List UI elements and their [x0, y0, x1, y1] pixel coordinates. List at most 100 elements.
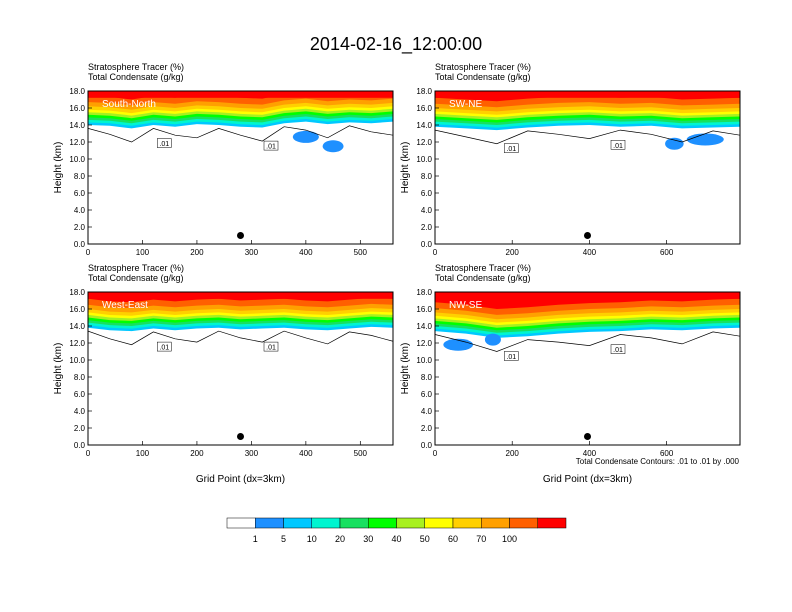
contour-label-box: [610, 140, 626, 150]
colorbar-swatch: [368, 517, 397, 529]
x-tick-label: 300: [245, 449, 259, 458]
contour-label: .01: [159, 141, 169, 148]
contour-label: .01: [506, 354, 516, 361]
y-tick-label: 2.0: [74, 424, 86, 433]
y-tick-label: 0.0: [421, 441, 433, 450]
y-tick-label: 16.0: [69, 104, 85, 113]
contour-label: .01: [266, 144, 276, 151]
contour-label-box: [610, 344, 626, 354]
colorbar-label: 20: [335, 534, 345, 544]
colorbar-swatch: [537, 517, 567, 529]
contour-label: .01: [613, 143, 623, 150]
x-tick-label: 500: [354, 248, 368, 257]
x-tick-label: 400: [583, 449, 597, 458]
x-tick-label: 200: [506, 248, 520, 257]
x-axis-label: Grid Point (dx=3km): [196, 474, 285, 485]
contour-label-box: [504, 143, 519, 153]
panels: Stratosphere Tracer (%)Total Condensate …: [53, 62, 741, 485]
location-marker: [237, 433, 244, 440]
panel-title-line: Stratosphere Tracer (%): [88, 62, 184, 72]
anvil-region: [484, 333, 501, 346]
contour-label-box: [504, 351, 519, 361]
x-tick-label: 200: [506, 449, 520, 458]
location-marker: [237, 232, 244, 239]
y-tick-label: 8.0: [74, 172, 86, 181]
y-tick-label: 12.0: [416, 339, 432, 348]
colorbar-label: 30: [363, 534, 373, 544]
y-tick-label: 18.0: [416, 288, 432, 297]
y-axis-label: Height (km): [53, 142, 64, 194]
panel-label: West-East: [102, 300, 148, 311]
colorbar-label: 70: [476, 534, 486, 544]
x-tick-label: 400: [299, 449, 313, 458]
x-tick-label: 0: [86, 449, 91, 458]
y-tick-label: 18.0: [416, 87, 432, 96]
colorbar-swatch: [283, 517, 312, 529]
y-tick-label: 2.0: [421, 424, 433, 433]
condensate-contour: [435, 129, 740, 145]
y-tick-label: 10.0: [69, 356, 85, 365]
plot-frame: [434, 291, 741, 446]
x-tick-label: 600: [660, 449, 674, 458]
y-tick-label: 4.0: [421, 407, 433, 416]
y-tick-label: 10.0: [69, 155, 85, 164]
colorbar-swatch: [481, 517, 510, 529]
contour-label-box: [263, 341, 279, 352]
colorbar: 1 5 10 20 30 40 50 60 70 100: [226, 517, 567, 544]
contour-label: .01: [266, 345, 276, 352]
y-tick-label: 2.0: [74, 223, 86, 232]
y-tick-label: 6.0: [74, 189, 86, 198]
y-tick-label: 14.0: [416, 121, 432, 130]
y-tick-label: 14.0: [69, 322, 85, 331]
y-tick-label: 6.0: [421, 189, 433, 198]
x-tick-label: 200: [190, 449, 204, 458]
figure-title: 2014-02-16_12:00:00: [310, 34, 482, 55]
colorbar-label: 60: [448, 534, 458, 544]
panel-title-line: Stratosphere Tracer (%): [88, 263, 184, 273]
x-tick-label: 400: [583, 248, 597, 257]
x-tick-label: 100: [136, 449, 150, 458]
colorbar-swatch: [226, 517, 256, 529]
x-tick-label: 0: [433, 449, 438, 458]
x-tick-label: 0: [433, 248, 438, 257]
panel: Stratosphere Tracer (%)Total Condensate …: [400, 62, 741, 257]
plot-frame: [87, 90, 394, 245]
panel-title-line: Stratosphere Tracer (%): [435, 62, 531, 72]
colorbar-label: 1: [253, 534, 258, 544]
tracer-top: [88, 292, 393, 299]
contour-label-box: [157, 341, 172, 352]
panel-label: South-North: [102, 99, 156, 110]
y-tick-label: 6.0: [74, 390, 86, 399]
y-tick-label: 0.0: [74, 240, 86, 249]
tracer-top: [435, 292, 740, 299]
colorbar-swatch: [311, 517, 341, 529]
panel-label: SW-NE: [449, 99, 482, 110]
y-axis-label: Height (km): [400, 343, 411, 395]
plot-frame: [87, 291, 394, 446]
x-tick-label: 200: [190, 248, 204, 257]
y-tick-label: 14.0: [69, 121, 85, 130]
y-tick-label: 8.0: [74, 373, 86, 382]
y-tick-label: 18.0: [69, 87, 85, 96]
y-tick-label: 12.0: [69, 339, 85, 348]
colorbar-label: 40: [391, 534, 401, 544]
plot-area: .01 .01: [435, 91, 740, 244]
plot-area: .01 .01: [88, 91, 393, 244]
panel: Stratosphere Tracer (%)Total Condensate …: [400, 263, 741, 485]
colorbar-label: 100: [502, 534, 517, 544]
x-tick-label: 300: [245, 248, 259, 257]
y-tick-label: 12.0: [69, 138, 85, 147]
x-tick-label: 500: [354, 449, 368, 458]
x-tick-label: 0: [86, 248, 91, 257]
x-tick-label: 100: [136, 248, 150, 257]
y-tick-label: 0.0: [74, 441, 86, 450]
y-tick-label: 12.0: [416, 138, 432, 147]
y-tick-label: 2.0: [421, 223, 433, 232]
tracer-top: [435, 91, 740, 98]
colorbar-swatch: [255, 517, 284, 529]
condensate-contour: [88, 125, 393, 143]
tracer-top: [88, 91, 393, 98]
y-tick-label: 10.0: [416, 356, 432, 365]
y-tick-label: 14.0: [416, 322, 432, 331]
